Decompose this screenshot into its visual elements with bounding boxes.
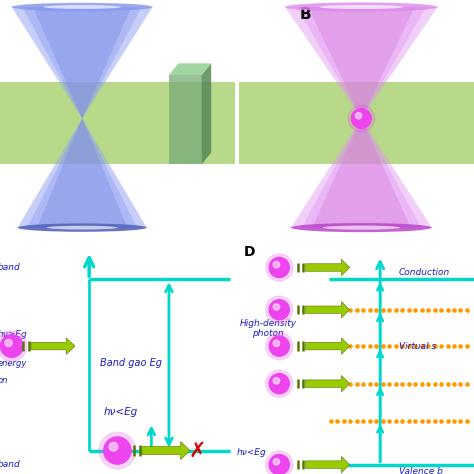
Circle shape: [269, 300, 289, 320]
Circle shape: [273, 262, 280, 268]
Polygon shape: [18, 118, 146, 228]
Polygon shape: [12, 7, 153, 118]
Polygon shape: [22, 7, 142, 118]
Circle shape: [265, 451, 293, 474]
Circle shape: [273, 378, 280, 384]
Text: energy: energy: [0, 359, 27, 368]
Text: Conduction: Conduction: [399, 268, 450, 277]
Text: Band gao Eg: Band gao Eg: [100, 357, 163, 367]
Text: on: on: [0, 375, 8, 384]
Polygon shape: [308, 7, 415, 118]
Ellipse shape: [291, 223, 432, 232]
Circle shape: [265, 332, 293, 360]
Text: Valence b: Valence b: [399, 467, 443, 474]
Polygon shape: [291, 118, 432, 228]
FancyArrow shape: [31, 338, 75, 355]
Circle shape: [265, 296, 293, 323]
Ellipse shape: [18, 223, 146, 232]
FancyArrow shape: [306, 338, 350, 355]
Polygon shape: [297, 7, 426, 118]
Polygon shape: [37, 118, 128, 228]
Circle shape: [352, 109, 371, 128]
Circle shape: [99, 432, 136, 469]
Polygon shape: [285, 7, 438, 118]
FancyArrow shape: [142, 441, 190, 460]
Circle shape: [265, 370, 293, 397]
Polygon shape: [301, 118, 421, 228]
Circle shape: [0, 331, 27, 361]
Bar: [0, 82, 235, 164]
Polygon shape: [169, 64, 211, 75]
Text: High-density
photon: High-density photon: [239, 319, 296, 338]
Text: Virtual s: Virtual s: [399, 342, 436, 351]
Polygon shape: [27, 118, 137, 228]
Bar: [239, 82, 474, 164]
Ellipse shape: [285, 2, 438, 12]
Circle shape: [269, 374, 289, 394]
Circle shape: [348, 105, 374, 132]
Circle shape: [109, 442, 118, 451]
Text: band: band: [0, 460, 20, 469]
Circle shape: [273, 458, 280, 465]
Polygon shape: [285, 7, 438, 118]
Circle shape: [269, 257, 289, 278]
Circle shape: [104, 437, 131, 464]
Circle shape: [5, 339, 12, 346]
FancyArrow shape: [306, 301, 350, 318]
Ellipse shape: [46, 226, 118, 229]
Text: D: D: [244, 245, 255, 259]
Circle shape: [269, 336, 289, 356]
Ellipse shape: [319, 5, 403, 9]
Text: hν<Eg: hν<Eg: [237, 448, 267, 457]
Circle shape: [269, 455, 289, 474]
Circle shape: [273, 304, 280, 310]
FancyArrow shape: [306, 456, 350, 473]
Polygon shape: [202, 64, 211, 164]
Ellipse shape: [323, 226, 400, 230]
Polygon shape: [291, 118, 432, 228]
Ellipse shape: [44, 5, 121, 9]
Polygon shape: [33, 7, 131, 118]
Text: hν<Eg: hν<Eg: [103, 407, 137, 417]
Circle shape: [0, 335, 23, 357]
Text: band: band: [0, 263, 20, 272]
Circle shape: [273, 340, 280, 346]
Text: B: B: [299, 7, 311, 22]
FancyArrow shape: [306, 375, 350, 392]
Ellipse shape: [12, 3, 153, 11]
Polygon shape: [12, 7, 153, 118]
Circle shape: [356, 113, 362, 119]
Polygon shape: [312, 118, 410, 228]
FancyArrow shape: [306, 259, 350, 276]
Circle shape: [265, 254, 293, 281]
Polygon shape: [18, 118, 146, 228]
Text: ✗: ✗: [188, 440, 206, 461]
Bar: [169, 75, 202, 164]
Text: hν≥Eg: hν≥Eg: [0, 330, 27, 339]
